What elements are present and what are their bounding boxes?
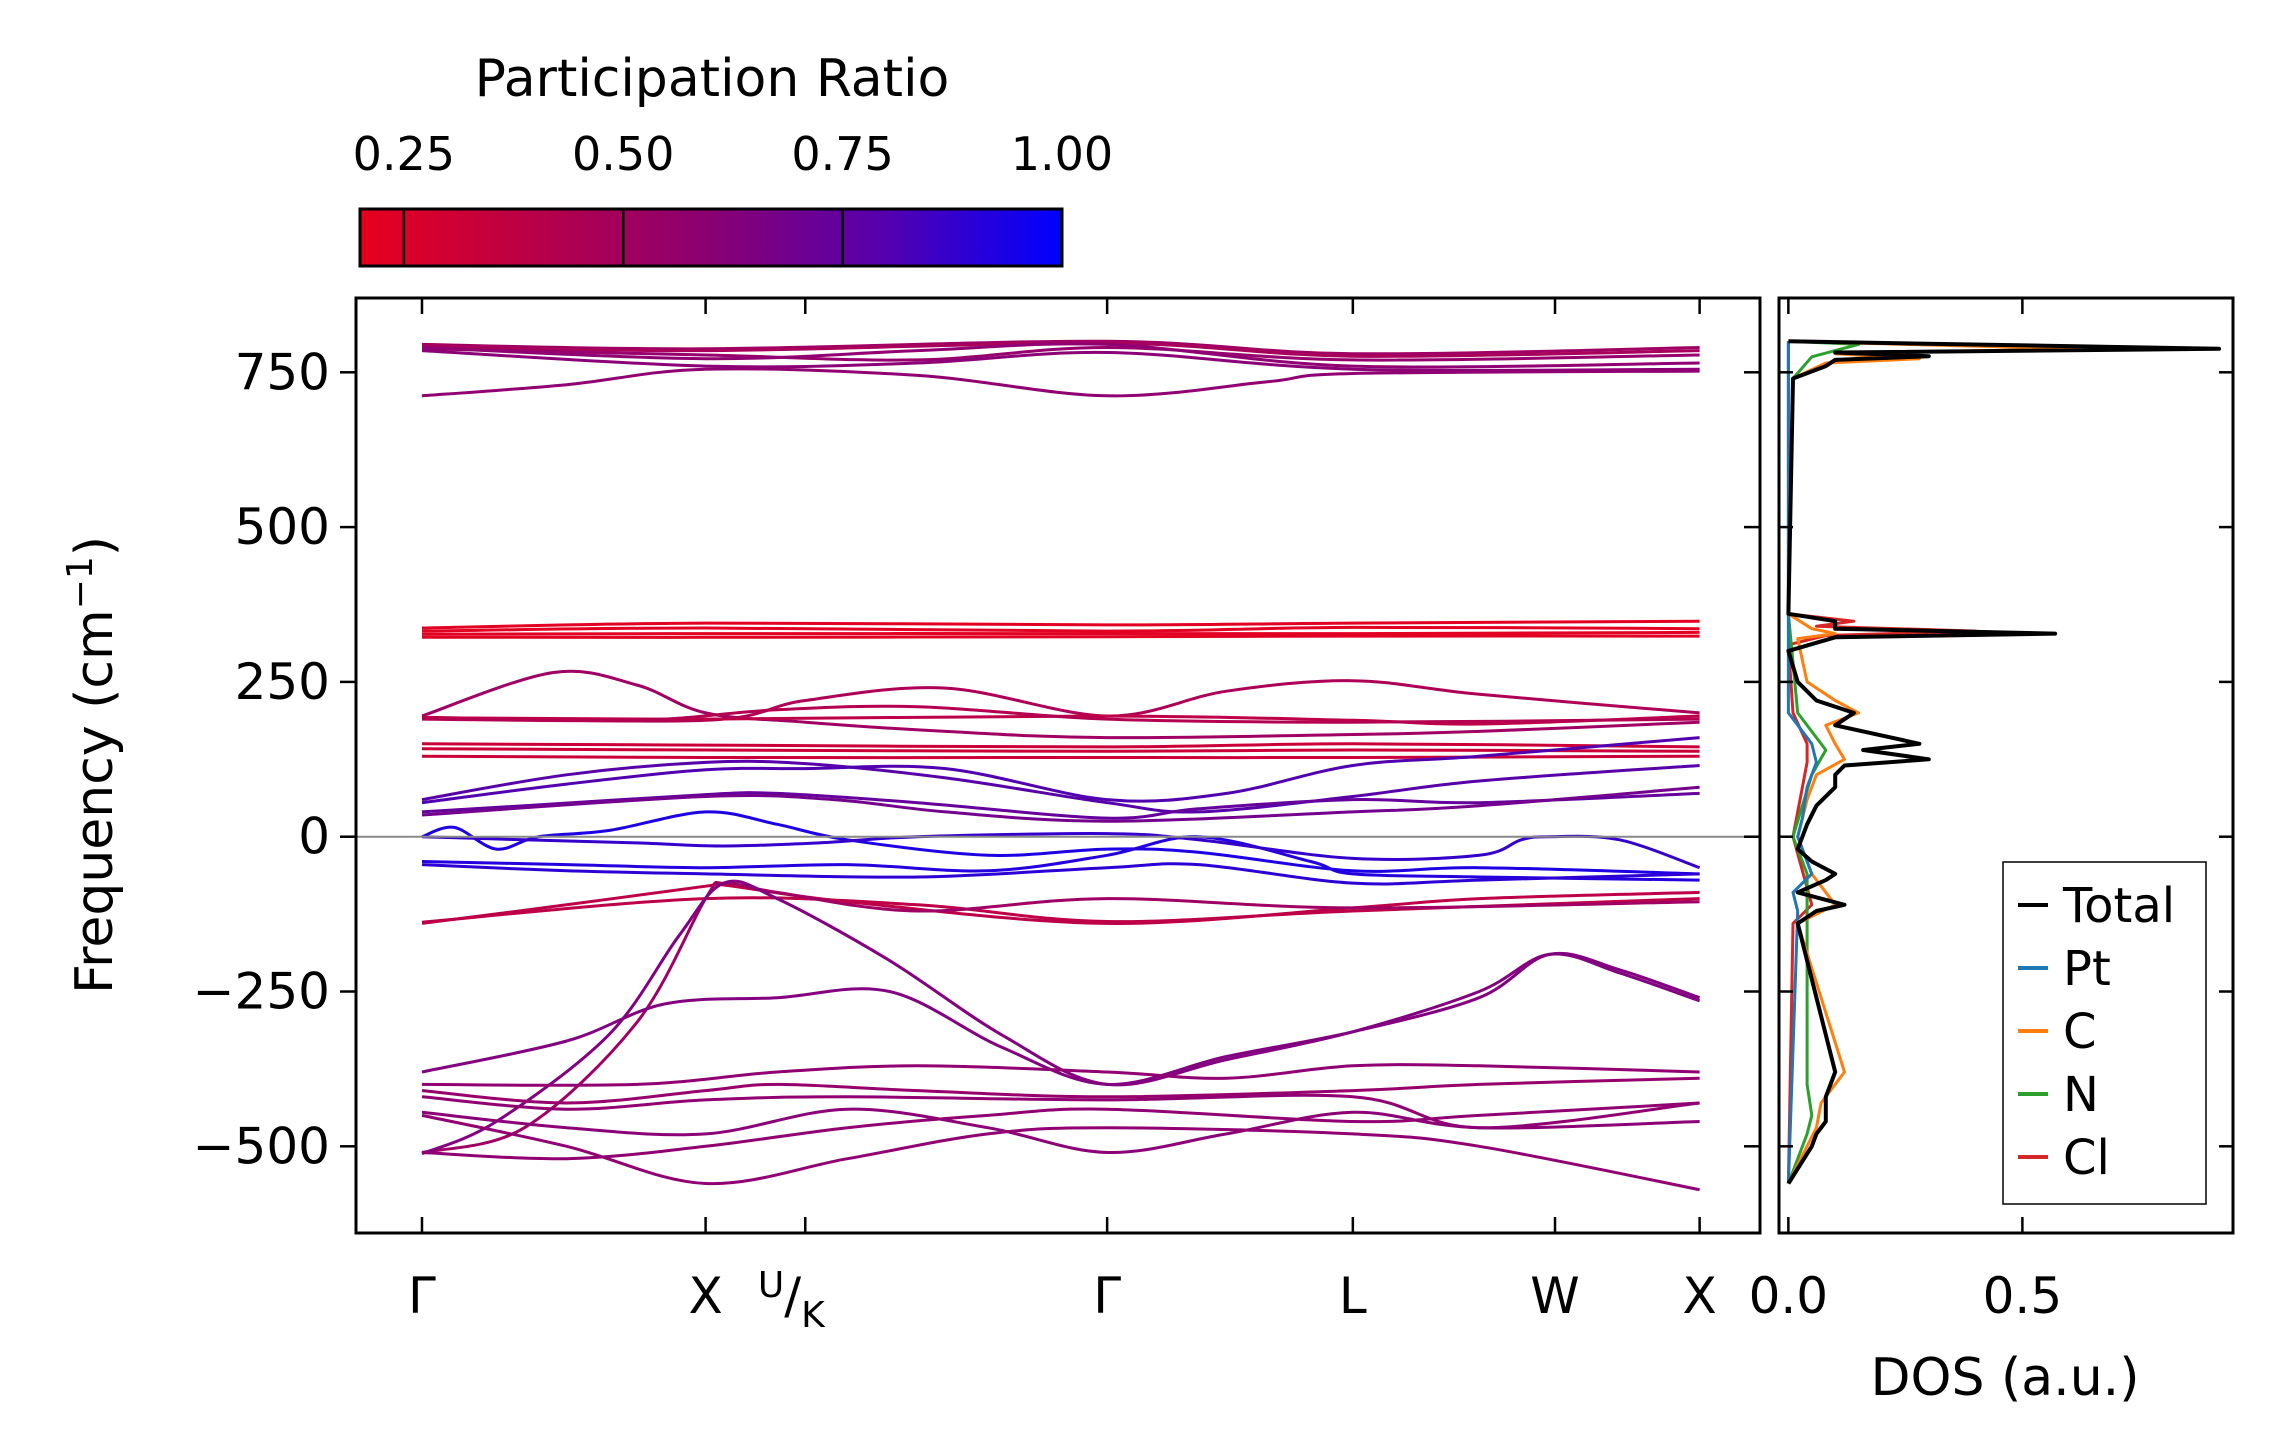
band-line xyxy=(421,791,1700,820)
frequency-axis-label: Frequency (cm−1) xyxy=(60,536,125,994)
band-line xyxy=(421,1113,1700,1192)
band-line xyxy=(421,704,1700,724)
band-line xyxy=(421,339,1700,356)
band-line xyxy=(421,669,1700,740)
dos-y-ticks xyxy=(1779,371,2233,1148)
dos-curve-n xyxy=(1786,339,1861,1185)
legend-label: Pt xyxy=(2063,941,2111,997)
band-line xyxy=(421,630,1700,636)
band-line xyxy=(421,835,1700,882)
y-tick-label: 750 xyxy=(235,343,330,401)
band-line xyxy=(421,1063,1700,1087)
y-tick-label: −250 xyxy=(193,963,330,1021)
y-tick-label: 500 xyxy=(235,498,330,556)
band-line xyxy=(421,634,1700,639)
band-line xyxy=(421,1101,1700,1161)
band-line xyxy=(421,367,1700,398)
band-line xyxy=(421,736,1700,805)
dos-panel: 0.0 0.5 DOS (a.u.) Total Pt CN Cl xyxy=(1749,296,2235,1408)
dos-legend: Total Pt CN Cl xyxy=(2002,861,2207,1205)
colorbar-tick-label: 0.50 xyxy=(572,127,674,181)
legend-label: Total xyxy=(2062,878,2175,934)
legend-label: Cl xyxy=(2063,1130,2110,1186)
dos-x-ticks: 0.0 0.5 xyxy=(1749,298,2063,1325)
dos-x-tick-label: 0.5 xyxy=(1983,1267,2063,1325)
band-line xyxy=(421,785,1700,823)
dos-lines xyxy=(1786,339,2221,1185)
band-line xyxy=(421,349,1700,372)
band-line xyxy=(421,951,1701,1086)
colorbar-tick-label: 0.75 xyxy=(791,127,893,181)
band-structure-panel: Γ X U/K Γ L W X 750 500 250 0 −250 −500 Frequency (… xyxy=(60,296,1762,1336)
band-line xyxy=(421,625,1700,633)
dos-axes-frame xyxy=(1777,296,2235,1235)
band-x-ticks: Γ X U/K Γ L W X xyxy=(408,298,1717,1336)
band-axes-frame xyxy=(354,296,1762,1235)
dos-curve-total xyxy=(1786,339,2221,1185)
y-tick-label: 250 xyxy=(235,653,330,711)
band-line xyxy=(421,619,1700,630)
band-line xyxy=(421,862,1700,886)
colorbar-ticks: 0.25 0.50 0.75 1.00 xyxy=(353,127,1113,266)
y-tick-label: 0 xyxy=(298,808,330,866)
band-line xyxy=(421,747,1700,753)
sym-point-label: Γ xyxy=(1093,1267,1121,1325)
colorbar-title: Participation Ratio xyxy=(475,49,950,109)
sym-point-label: X xyxy=(1682,1267,1716,1325)
dos-curve-pt xyxy=(1786,341,1818,1184)
legend-label: C xyxy=(2063,1004,2097,1060)
colorbar-gradient xyxy=(358,207,1064,268)
band-line xyxy=(421,880,1700,1154)
colorbar-tick-label: 0.25 xyxy=(353,127,455,181)
sym-point-label: L xyxy=(1339,1267,1367,1325)
band-line xyxy=(421,754,1700,760)
band-y-ticks: 750 500 250 0 −250 −500 xyxy=(193,343,1760,1175)
band-line xyxy=(421,759,1700,814)
band-line xyxy=(421,1076,1700,1105)
y-tick-label: −500 xyxy=(193,1117,330,1175)
legend-label: N xyxy=(2063,1067,2099,1123)
band-line xyxy=(421,342,1700,369)
dos-x-tick-label: 0.0 xyxy=(1749,1267,1829,1325)
sym-point-label: Γ xyxy=(408,1267,436,1325)
dos-axis-label: DOS (a.u.) xyxy=(1871,1348,2140,1408)
band-line xyxy=(421,742,1700,749)
colorbar-tick-label: 1.00 xyxy=(1011,127,1113,181)
sym-point-label: W xyxy=(1530,1267,1579,1325)
band-line xyxy=(421,1107,1700,1155)
band-lines xyxy=(421,339,1701,1192)
colorbar: Participation Ratio 0.25 0.50 0.75 1.00 xyxy=(353,49,1113,268)
sym-point-label: U/K xyxy=(758,1265,826,1336)
sym-point-label: X xyxy=(688,1267,722,1325)
band-line xyxy=(421,345,1700,362)
band-line xyxy=(421,879,1701,1156)
